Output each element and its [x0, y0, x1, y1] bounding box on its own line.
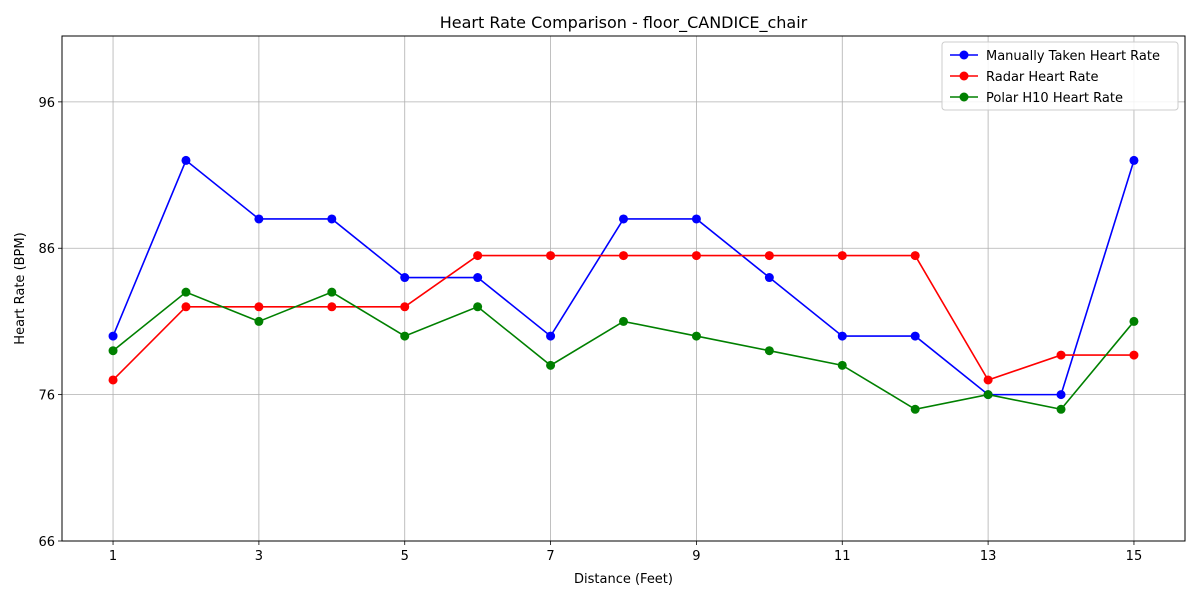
data-point [983, 375, 993, 385]
x-axis: 1 3 5 7 9 11 13 15 [109, 541, 1142, 564]
x-tick-label: 5 [401, 549, 409, 564]
data-point [546, 251, 556, 261]
data-point [691, 214, 701, 224]
data-point [181, 302, 191, 312]
x-tick-label: 9 [692, 549, 700, 564]
data-point [1056, 404, 1066, 414]
data-point [181, 287, 191, 297]
data-point [1129, 350, 1139, 360]
data-point [619, 316, 628, 326]
x-tick-label: 13 [980, 549, 997, 564]
data-point [108, 375, 118, 385]
chart-title: Heart Rate Comparison - floor_CANDICE_ch… [440, 13, 808, 33]
data-point [400, 331, 410, 341]
data-point [1129, 155, 1139, 165]
data-point [327, 214, 337, 224]
legend-box [941, 41, 1179, 111]
series-2 [108, 251, 1139, 385]
data-point [400, 302, 410, 312]
series-1 [108, 155, 1139, 400]
data-point [473, 302, 483, 312]
data-point [181, 155, 191, 165]
data-point [691, 251, 701, 261]
data-point [400, 273, 410, 283]
y-axis-label: Heart Rate (BPM) [13, 232, 28, 344]
data-point [910, 331, 920, 341]
legend-label: Polar H10 Heart Rate [986, 91, 1123, 106]
data-point [1056, 350, 1066, 360]
data-point [619, 251, 628, 261]
data-point [254, 316, 264, 326]
y-tick-label: 86 [38, 242, 55, 257]
data-point [691, 331, 701, 341]
y-tick-label: 66 [38, 535, 55, 550]
x-tick-label: 15 [1126, 549, 1143, 564]
data-point [910, 251, 920, 261]
legend-marker [959, 92, 969, 102]
x-tick-label: 3 [255, 549, 263, 564]
plot-frame [61, 35, 1186, 542]
data-point [473, 273, 483, 283]
data-point [546, 331, 556, 341]
legend-marker [959, 71, 969, 81]
y-tick-label: 76 [38, 389, 55, 404]
data-point [764, 346, 774, 356]
data-point [327, 302, 337, 312]
y-axis: 66 76 86 96 [38, 96, 62, 550]
data-point [764, 251, 774, 261]
data-point [837, 331, 847, 341]
x-tick-label: 7 [546, 549, 554, 564]
data-point [1056, 390, 1066, 400]
data-point [108, 346, 118, 356]
data-point [837, 360, 847, 370]
x-axis-label: Distance (Feet) [574, 572, 673, 587]
series-layer [108, 155, 1139, 414]
data-point [837, 251, 847, 261]
data-point [764, 273, 774, 283]
data-point [327, 287, 337, 297]
data-point [254, 302, 264, 312]
data-point [108, 331, 118, 341]
y-tick-label: 96 [38, 96, 55, 111]
series-3 [108, 287, 1139, 414]
data-point [619, 214, 628, 224]
data-point [546, 360, 556, 370]
x-tick-label: 11 [834, 549, 851, 564]
x-tick-label: 1 [109, 549, 117, 564]
data-point [254, 214, 264, 224]
legend: Manually Taken Heart Rate Radar Heart Rat… [941, 41, 1179, 111]
data-point [910, 404, 920, 414]
data-point [473, 251, 483, 261]
data-point [983, 390, 993, 400]
legend-label: Manually Taken Heart Rate [986, 49, 1160, 64]
data-point [1129, 316, 1139, 326]
legend-label: Radar Heart Rate [986, 70, 1099, 85]
legend-marker [959, 50, 969, 60]
